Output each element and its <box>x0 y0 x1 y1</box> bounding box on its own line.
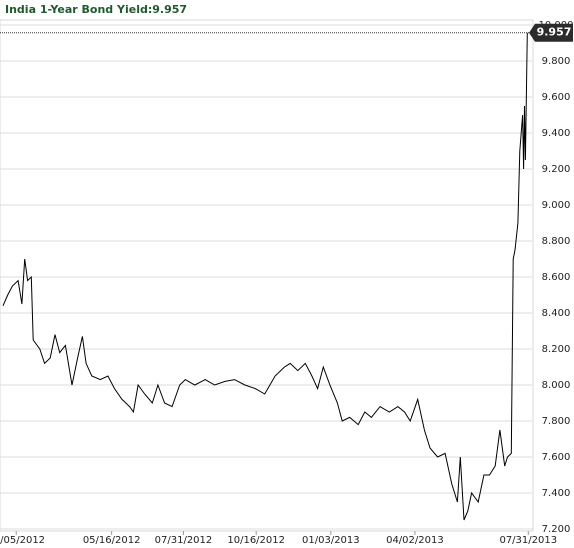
y-tick-label: 9.800 <box>542 56 571 67</box>
grid <box>0 24 533 535</box>
y-tick-label: 9.600 <box>542 92 571 103</box>
y-tick-label: 9.400 <box>542 128 571 139</box>
y-tick-label: 8.600 <box>542 272 571 283</box>
y-tick-label: 8.800 <box>542 236 571 247</box>
x-tick-label: 07/31/2013 <box>499 535 557 546</box>
line-series <box>2 32 528 521</box>
x-tick-label: 05/16/2012 <box>83 535 141 546</box>
y-tick-label: 7.800 <box>542 416 571 427</box>
y-tick-label: 7.400 <box>542 488 571 499</box>
x-tick-label: 04/02/2013 <box>386 535 444 546</box>
chart-title: India 1-Year Bond Yield:9.957 <box>5 3 187 16</box>
y-tick-label: 9.000 <box>542 200 571 211</box>
y-tick-label: 8.200 <box>542 344 571 355</box>
y-tick-label: 8.000 <box>542 380 571 391</box>
current-value-label: 9.957 <box>537 26 572 39</box>
y-tick-label: 7.200 <box>542 524 571 535</box>
y-tick-label: 7.600 <box>542 452 571 463</box>
x-tick-label: 10/16/2012 <box>227 535 285 546</box>
labels: 7.200 7.400 7.600 7.800 8.000 8.200 8.400 8.600… <box>0 20 574 546</box>
marks <box>0 32 533 521</box>
x-tick-label: 01/03/2013 <box>302 535 360 546</box>
x-tick-label: 07/31/2012 <box>155 535 213 546</box>
plot-frame <box>0 19 534 532</box>
y-tick-label: 8.400 <box>542 308 571 319</box>
y-tick-label: 9.200 <box>542 164 571 175</box>
x-tick-label: 02/05/2012 <box>0 535 45 546</box>
current-value-badge <box>529 23 573 42</box>
